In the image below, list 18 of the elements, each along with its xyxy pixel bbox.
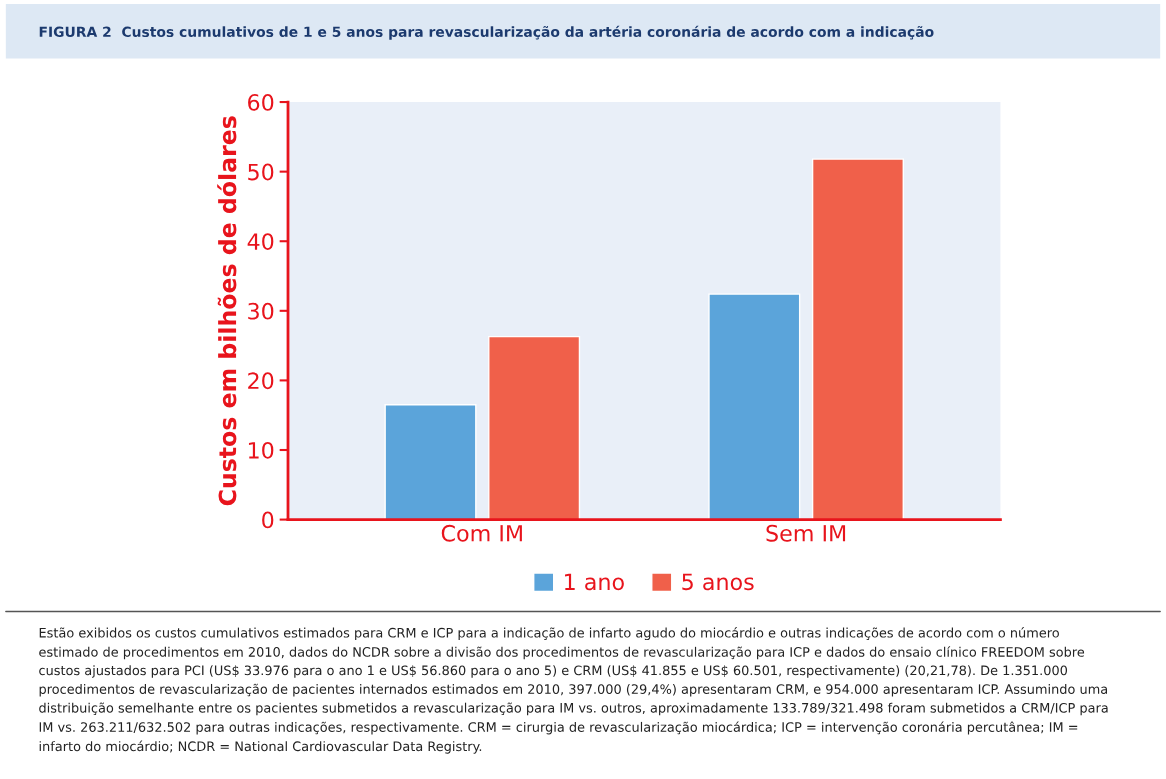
y-tick-label: 50	[248, 163, 274, 181]
y-tick-label: 60	[248, 94, 274, 111]
y-tick-label: 20	[248, 372, 274, 390]
x-tick-label: Com IM	[441, 524, 522, 542]
y-tick-label: 10	[248, 441, 274, 459]
legend-label: 5 anos	[682, 573, 754, 591]
bar	[488, 335, 581, 520]
bar	[384, 404, 477, 520]
chart-title: FIGURA 2 Custos cumulativos de 1 e 5 anos para revascularização da artéria coronária de acordo com a indicação	[39, 25, 934, 40]
bar	[811, 158, 904, 520]
y-axis-title: Custos em bilhões de dólares	[217, 116, 237, 506]
x-tick-label: Sem IM	[766, 524, 846, 542]
text: Estão exibidos os custos cumulativos estimados para CRM e ICP para a indicação de infarto agudo do miocárdio e outras indicações de acordo com o número estimado de procedimentos em 2010, dados do NCDR sobre a divisão dos procedimentos de revascularização para ICP e dados do ensaio clínico FREEDOM sobre custos ajustados para PCI (US$ 33.976 para o ano 1 e US$ 56.860 para o ano 5) e CRM (US$ 41.855 e US$ 60.501, respectivamente) (20,21,78). De 1.351.000 procedimentos de revascularização de pacientes internados estimados em 2010, 397.000 (29,4%) apresentaram CRM, e 954.000 apresentaram ICP. Assumindo uma distribuição semelhante entre os pacientes submetidos a revascularização para IM vs. outros, aproximadamente 133.789/321.498 foram submetidos a CRM/ICP para IM vs. 263.211/632.502 para outras indicações, respectivamente. CRM = cirurgia de revascularização miocárdica; ICP = intervenção coronária percutânea; IM = infarto do miocárdio; NCDR = National Cardiovascular Data Registry.	[39, 627, 1108, 754]
y-tick-label: 30	[248, 302, 274, 320]
y-tick-label: 0	[262, 511, 274, 529]
legend-label: 1 ano	[565, 573, 624, 591]
bar	[708, 293, 801, 520]
y-tick-label: 40	[247, 233, 274, 250]
